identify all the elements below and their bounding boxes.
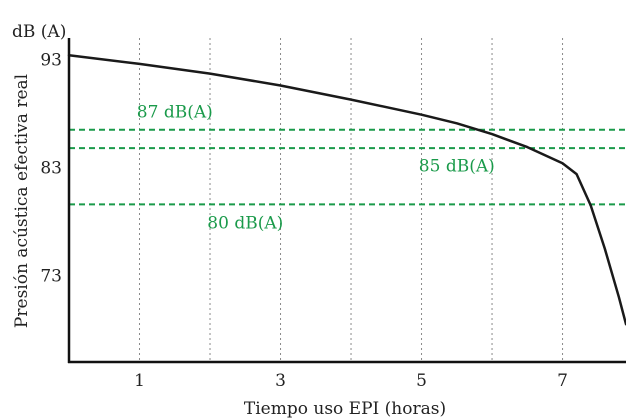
series-group — [67, 54, 626, 326]
tick-labels: 1 3 5 7 73 83 93 — [40, 51, 568, 391]
x-tick-label-3: 3 — [275, 371, 286, 391]
x-axis-label: Tiempo uso EPI (horas) — [244, 399, 446, 419]
x-tick-label-5: 5 — [416, 371, 427, 391]
y-tick-label-93: 93 — [40, 51, 62, 71]
reference-lines: 87 dB(A) 85 dB(A) 80 dB(A) — [69, 102, 626, 234]
reference-label-0: 87 dB(A) — [137, 102, 213, 122]
reference-label-1: 85 dB(A) — [419, 156, 495, 176]
grid-lines — [139, 38, 564, 362]
y-axis-unit: dB (A) — [12, 22, 66, 42]
series-line-0 — [67, 54, 626, 326]
reference-label-2: 80 dB(A) — [207, 214, 283, 234]
x-tick-label-7: 7 — [557, 371, 568, 391]
y-tick-label-83: 83 — [40, 159, 62, 179]
x-tick-label-1: 1 — [134, 371, 145, 391]
axes — [67, 38, 626, 364]
y-axis-label: Presión acústica efectiva real — [12, 74, 32, 328]
y-tick-label-73: 73 — [40, 267, 62, 287]
